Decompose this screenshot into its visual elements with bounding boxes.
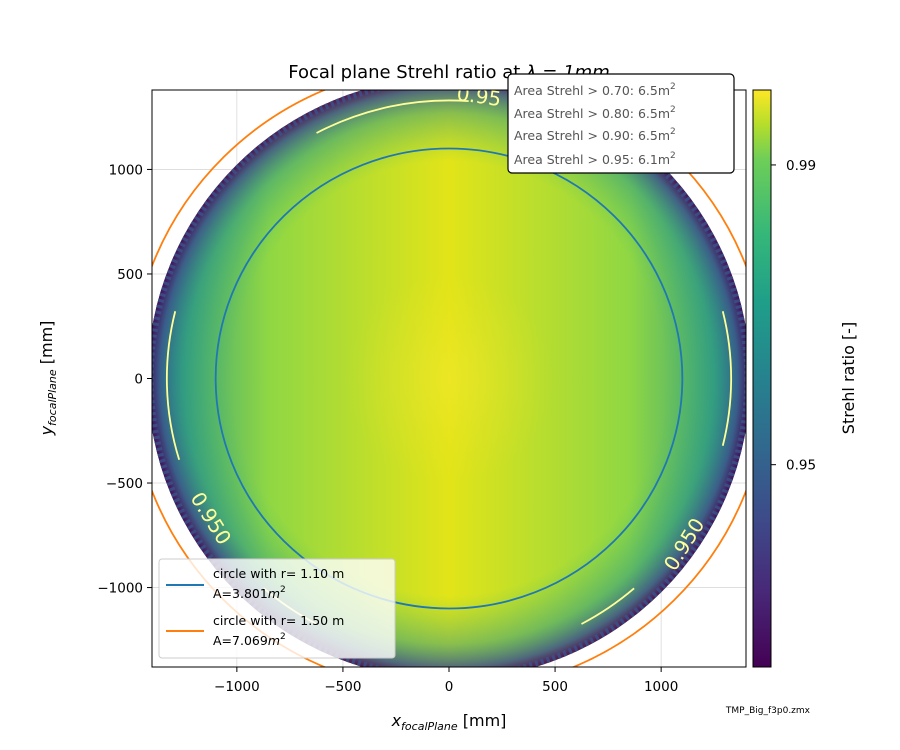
x-tick-label: 500 xyxy=(542,679,568,695)
annotation-line: Area Strehl > 0.90: 6.5m2 xyxy=(514,127,676,143)
y-tick-label: −500 xyxy=(106,476,143,492)
colorbar-ticks: 0.95 0.99 xyxy=(771,158,816,474)
colorbar: 0.95 0.99 Strehl ratio [-] xyxy=(752,89,858,668)
contour-label: 0.95 xyxy=(455,81,502,111)
colorbar-tick-label: 0.99 xyxy=(786,158,816,174)
legend-entry-circle-1: circle with r= 1.10 m xyxy=(213,566,344,581)
annotation-box: Area Strehl > 0.70: 6.5m2 Area Strehl > … xyxy=(507,73,735,174)
colorbar-tick-label: 0.95 xyxy=(786,458,816,474)
colorbar-gradient xyxy=(752,89,772,668)
y-tick-label: 0 xyxy=(134,372,143,388)
annotation-line: Area Strehl > 0.95: 6.1m2 xyxy=(514,151,676,167)
contour-line-0950 xyxy=(316,99,469,134)
source-filename: TMP_Big_f3p0.zmx xyxy=(725,706,811,716)
annotation-line: Area Strehl > 0.80: 6.5m2 xyxy=(514,105,676,121)
x-axis-label: xfocalPlane [mm] xyxy=(391,711,507,733)
strehl-field-vignette xyxy=(152,90,746,667)
x-tick-label: −500 xyxy=(324,679,361,695)
contour-line-0950 xyxy=(165,311,181,461)
y-tick-label: 1000 xyxy=(109,162,143,178)
annotation-line: Area Strehl > 0.70: 6.5m2 xyxy=(514,82,676,98)
x-axis-ticks: −1000 −500 0 500 1000 xyxy=(214,667,678,695)
x-tick-label: −1000 xyxy=(214,679,260,695)
strehl-field xyxy=(152,90,746,667)
y-axis-ticks: −1000 −500 0 500 1000 xyxy=(97,162,152,597)
legend-entry-circle-1-area: A=3.801m2 xyxy=(213,585,286,601)
reference-circle-1 xyxy=(214,147,684,610)
y-tick-label: −1000 xyxy=(97,581,143,597)
legend-entry-circle-2: circle with r= 1.50 m xyxy=(213,613,344,628)
contour-line-0950 xyxy=(721,311,733,446)
x-tick-label: 1000 xyxy=(644,679,678,695)
colorbar-label: Strehl ratio [-] xyxy=(839,322,858,434)
legend-entry-circle-2-area: A=7.069m2 xyxy=(213,632,286,648)
y-tick-label: 500 xyxy=(117,267,143,283)
contour-line-0950 xyxy=(581,587,635,625)
x-tick-label: 0 xyxy=(445,679,454,695)
y-axis-label: yfocalPlane [mm] xyxy=(37,321,59,437)
legend: circle with r= 1.10 m A=3.801m2 circle w… xyxy=(158,558,396,659)
reference-circles xyxy=(152,90,746,667)
